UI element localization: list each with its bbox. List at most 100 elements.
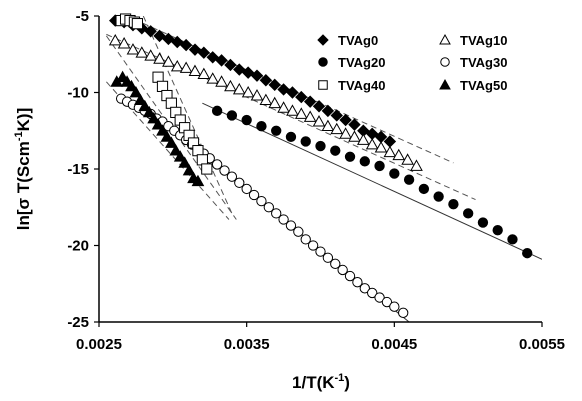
data-point (206, 51, 219, 64)
data-point (367, 287, 378, 299)
data-point (248, 189, 260, 201)
data-point (250, 89, 264, 101)
data-point (153, 52, 166, 64)
data-point (215, 54, 228, 67)
data-point (344, 151, 356, 162)
series-TVAg20 (211, 105, 533, 259)
data-point (151, 118, 165, 130)
data-point (219, 165, 230, 176)
data-point (129, 85, 143, 98)
y-tick-label: -15 (67, 161, 89, 178)
data-point (285, 220, 297, 231)
data-point (192, 145, 204, 157)
data-point (433, 191, 444, 202)
data-point (250, 69, 264, 82)
data-point (171, 35, 184, 49)
data-point (224, 58, 237, 72)
data-point (232, 82, 246, 95)
data-point (356, 133, 370, 145)
data-point (307, 240, 319, 251)
data-point (330, 258, 341, 270)
data-point (259, 93, 273, 106)
data-point (196, 154, 208, 166)
data-point (271, 125, 282, 136)
legend-marker (318, 57, 328, 67)
data-point (211, 159, 223, 170)
data-point (147, 111, 160, 124)
data-point (398, 307, 409, 318)
data-point (381, 296, 393, 308)
data-point (374, 160, 385, 172)
data-point (492, 225, 503, 236)
data-point (330, 122, 344, 135)
data-point (233, 63, 246, 76)
data-point (142, 105, 156, 118)
data-point (144, 25, 157, 38)
data-point (188, 64, 202, 76)
data-point (226, 110, 238, 121)
y-tick-label: -20 (67, 238, 89, 255)
data-point (374, 292, 385, 303)
data-point (277, 83, 290, 96)
data-point (197, 67, 211, 80)
data-point (300, 136, 311, 147)
data-point (152, 71, 164, 83)
legend-item-TVAg20: TVAg20 (318, 55, 385, 70)
data-point (211, 105, 223, 117)
data-point (206, 72, 220, 84)
data-point (389, 168, 400, 179)
data-point (359, 283, 370, 294)
data-point (300, 234, 311, 245)
data-point (359, 156, 370, 167)
data-point (268, 96, 282, 109)
x-tick-label: 0.0055 (519, 336, 565, 353)
data-point (403, 174, 415, 185)
data-point (133, 93, 147, 106)
data-point (162, 32, 175, 46)
legend-marker (318, 80, 328, 90)
data-point (241, 183, 252, 195)
data-point (125, 79, 138, 92)
legend-item-TVAg40: TVAg40 (318, 78, 385, 93)
data-point (201, 163, 213, 175)
data-point (295, 90, 308, 104)
data-point (286, 86, 299, 99)
data-point (303, 110, 317, 122)
x-tick-label: 0.0045 (371, 336, 417, 353)
legend-label: TVAg50 (460, 78, 507, 93)
data-point (285, 131, 297, 143)
data-point (389, 301, 400, 312)
data-point (315, 246, 326, 257)
data-point (144, 49, 158, 61)
data-point (401, 153, 414, 165)
data-point (241, 114, 252, 126)
legend-label: TVAg20 (338, 55, 385, 70)
data-point (339, 113, 352, 127)
data-point (173, 150, 187, 162)
data-point (188, 43, 202, 56)
data-point (322, 252, 334, 263)
legend-item-TVAg0: TVAg0 (317, 33, 378, 48)
y-tick-label: -10 (67, 85, 89, 102)
data-point (286, 104, 299, 116)
data-point (507, 234, 518, 245)
x-axis-title: 1/T(K-1) (292, 372, 350, 392)
data-point (303, 95, 317, 108)
legend-marker (439, 33, 451, 45)
data-point (162, 55, 175, 67)
axis-ticks: 0.0025 0.0035 0.0045 0.0055 -5 -10 -15 -20 -25 (67, 8, 565, 353)
data-point (191, 174, 205, 187)
legend-item-TVAg30: TVAg30 (440, 55, 507, 70)
data-point (169, 144, 183, 156)
data-point (126, 43, 140, 55)
data-point (182, 164, 196, 176)
legend-marker (440, 57, 450, 67)
data-point (293, 226, 304, 237)
data-point (256, 195, 267, 207)
data-point (348, 130, 361, 142)
data-point (348, 118, 361, 131)
legend-label: TVAg30 (460, 55, 507, 70)
data-point (321, 104, 335, 118)
data-point (321, 119, 335, 132)
